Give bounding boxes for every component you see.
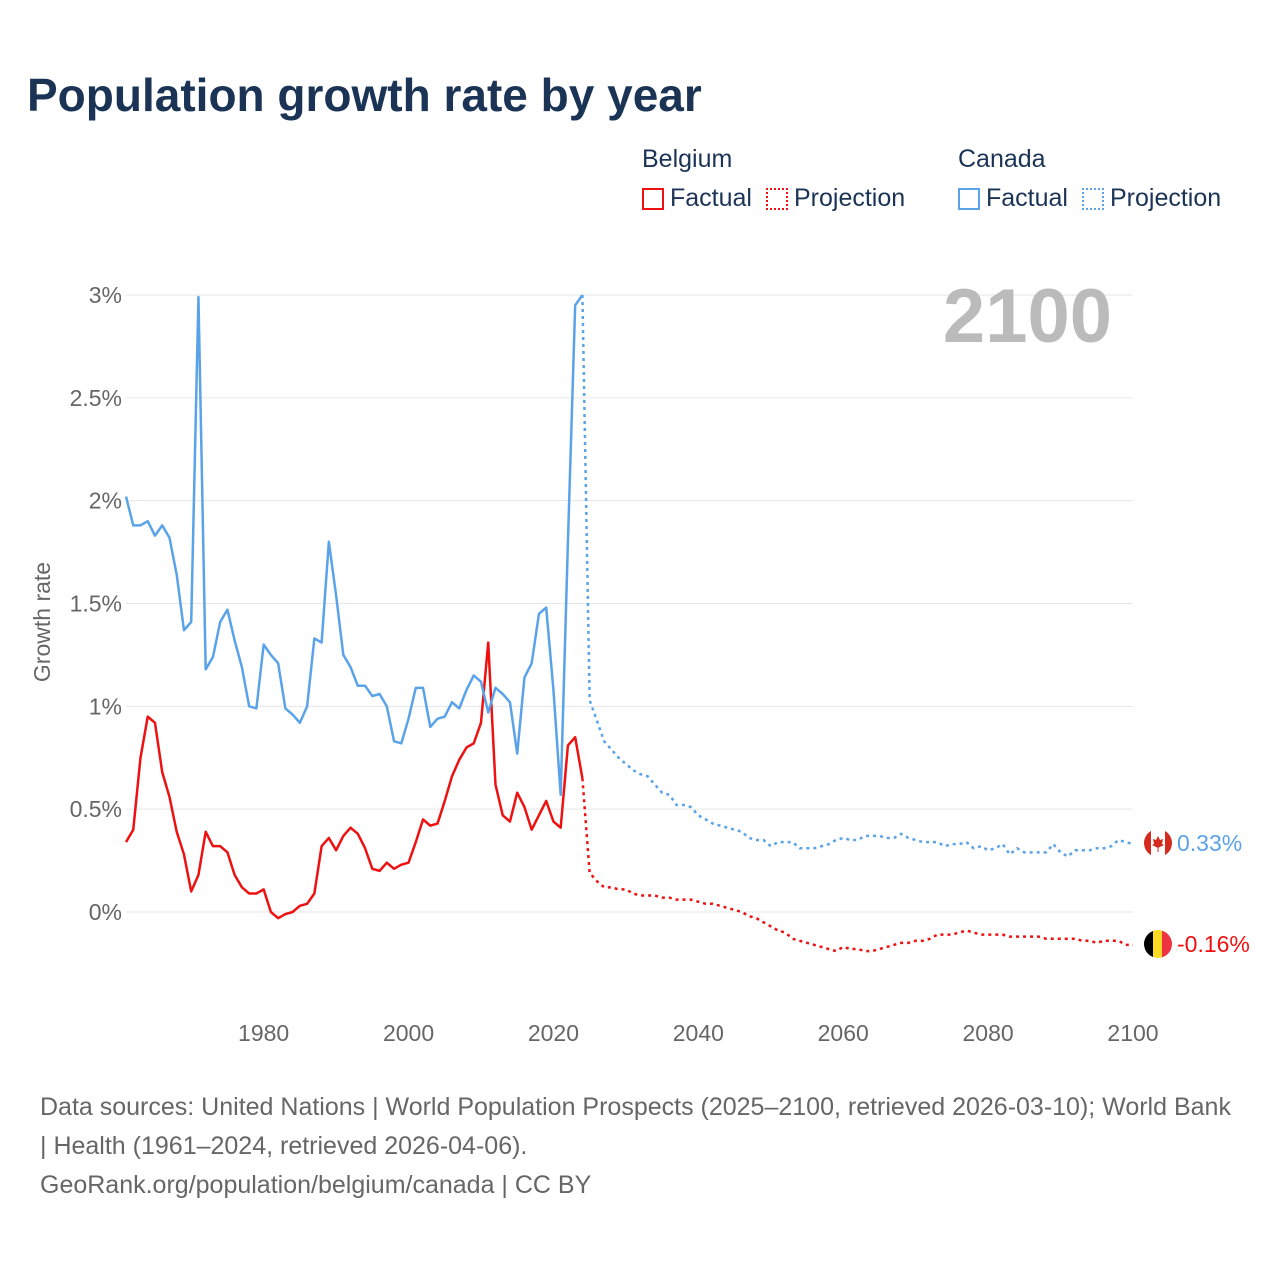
legend-label: Factual <box>670 184 752 212</box>
chart-title: Population growth rate by year <box>27 69 702 121</box>
data-sources: Data sources: United Nations | World Pop… <box>40 1093 1231 1160</box>
legend-canada-factual[interactable]: Factual <box>958 184 1068 213</box>
x-tick-label: 2100 <box>1107 1020 1158 1046</box>
x-tick-label: 2060 <box>818 1020 869 1046</box>
belgium-end-marker: -0.16% <box>1144 930 1250 958</box>
y-tick-label: 2% <box>89 488 122 514</box>
y-tick-label: 1% <box>89 693 122 719</box>
x-tick-label: 2020 <box>528 1020 579 1046</box>
y-axis-label: Growth rate <box>29 562 55 682</box>
y-tick-label: 2.5% <box>70 385 122 411</box>
legend-label: Factual <box>986 184 1068 212</box>
canada-end-value: 0.33% <box>1177 830 1242 856</box>
legend-belgium-factual[interactable]: Factual <box>642 184 752 213</box>
canada-factual-line <box>124 294 584 797</box>
legend-label: Projection <box>793 184 906 212</box>
dotted-swatch-icon <box>1081 187 1104 210</box>
canada-projection-line <box>581 294 1134 858</box>
belgium-factual-line <box>124 641 584 920</box>
canada-flag-icon <box>1144 829 1172 857</box>
x-tick-label: 2000 <box>383 1020 434 1046</box>
legend-heading-canada: Canada <box>958 145 1046 173</box>
y-tick-label: 0.5% <box>70 796 122 822</box>
legend-group-belgium: Belgium Factual Projection <box>642 145 905 213</box>
x-tick-label: 2040 <box>673 1020 724 1046</box>
year-watermark: 2100 <box>943 274 1112 359</box>
legend-group-canada: Canada Factual Projection <box>958 145 1221 213</box>
footer: Data sources: United Nations | World Pop… <box>40 1088 1240 1205</box>
canada-end-marker: 0.33% <box>1144 829 1242 857</box>
x-tick-label: 1980 <box>238 1020 289 1046</box>
legend-belgium-projection[interactable]: Projection <box>765 184 906 213</box>
belgium-end-value: -0.16% <box>1177 931 1250 957</box>
legend-heading-belgium: Belgium <box>642 145 733 173</box>
credit-link[interactable]: GeoRank.org/population/belgium/canada | … <box>40 1171 592 1199</box>
dotted-swatch-icon <box>765 187 788 210</box>
legend-label: Projection <box>1109 184 1222 212</box>
y-tick-label: 0% <box>89 899 122 925</box>
belgium-flag-icon <box>1144 930 1172 958</box>
belgium-projection-line <box>581 778 1133 953</box>
legend-canada-projection[interactable]: Projection <box>1081 184 1222 213</box>
solid-swatch-icon <box>958 187 980 210</box>
y-tick-label: 1.5% <box>70 591 122 617</box>
y-tick-label: 3% <box>89 282 122 308</box>
x-tick-label: 2080 <box>963 1020 1014 1046</box>
solid-swatch-icon <box>642 187 664 210</box>
